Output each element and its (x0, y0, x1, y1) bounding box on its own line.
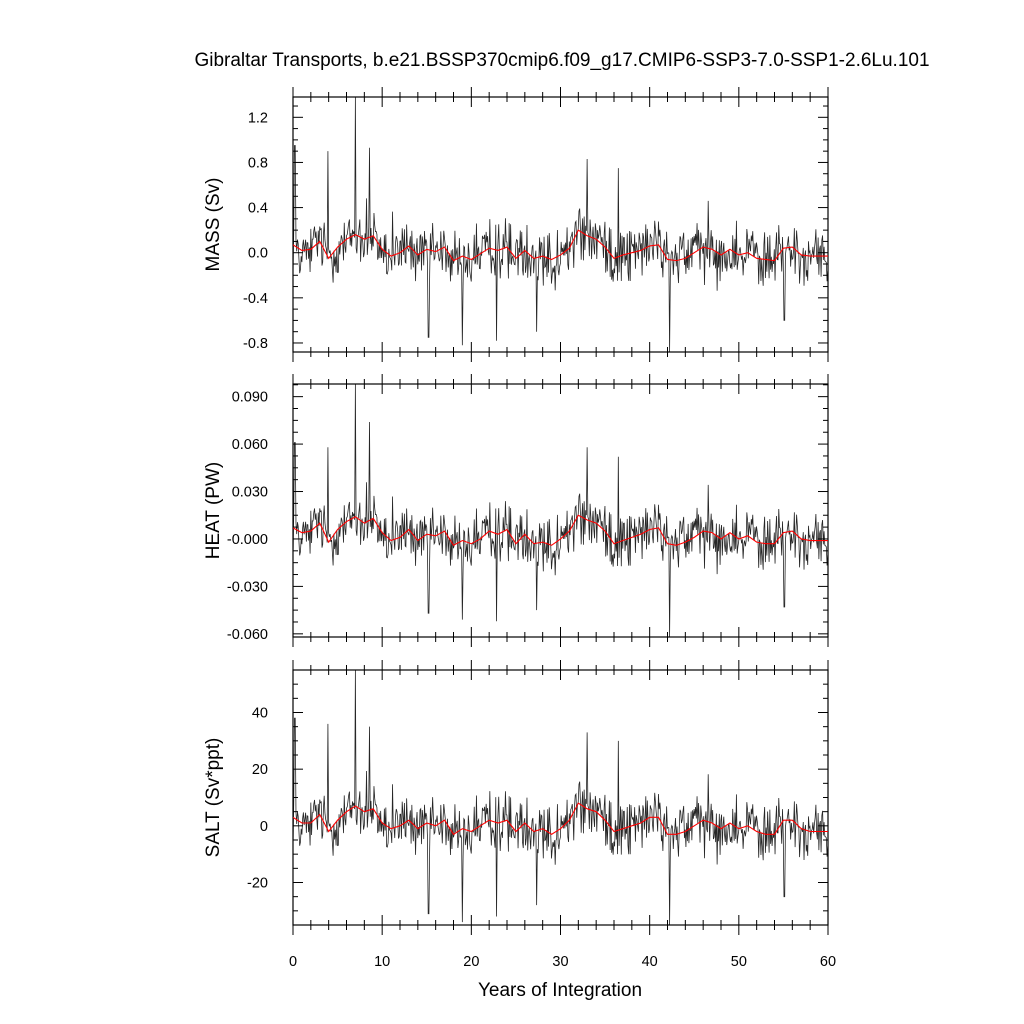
x-tick-label: 30 (552, 954, 568, 970)
x-tick-label: 50 (731, 954, 747, 970)
plot-frame-mass (292, 96, 829, 353)
y-tick-label-salt: 0 (260, 819, 268, 835)
y-tick-label-heat: 0.030 (232, 485, 268, 501)
x-tick-label: 40 (642, 954, 658, 970)
x-tick-label: 0 (289, 954, 297, 970)
x-axis-label: Years of Integration (478, 980, 642, 1001)
y-tick-label-heat: -0.030 (227, 579, 268, 595)
y-tick-label-heat: -0.000 (227, 532, 268, 548)
y-tick-label-mass: 1.2 (248, 110, 268, 126)
y-tick-label-salt: 20 (252, 762, 268, 778)
y-tick-label-mass: 0.0 (248, 246, 268, 262)
x-tick-label: 20 (463, 954, 479, 970)
y-tick-label-heat: 0.060 (232, 437, 268, 453)
y-tick-label-mass: -0.4 (243, 291, 268, 307)
x-axis-tick-labels: 0 10 20 30 40 50 60 (289, 954, 836, 970)
panel-mass: -0.8 -0.4 0.0 0.4 0.8 1.2 MASS (Sv) (203, 87, 829, 362)
series-line-raw-salt (293, 670, 828, 925)
y-tick-label-mass: 0.8 (248, 155, 268, 171)
y-axis-label-heat: HEAT (PW) (203, 462, 224, 559)
x-tick-label: 60 (820, 954, 836, 970)
x-tick-label: 10 (374, 954, 390, 970)
panel-heat: -0.060 -0.030 -0.000 0.030 0.060 0.090 HEAT (P… (203, 374, 829, 647)
series-line-smoothed-mass (293, 229, 828, 262)
chart-title: Gibraltar Transports, b.e21.BSSP370cmip6… (194, 50, 929, 71)
panel-salt: -20 0 20 40 SALT (Sv*ppt) (203, 660, 829, 935)
series-line-raw-heat (293, 384, 828, 637)
y-tick-label-salt: -20 (247, 876, 268, 892)
plot-frame-salt (292, 669, 829, 926)
y-axis-label-mass: MASS (Sv) (203, 178, 224, 272)
series-line-smoothed-salt (293, 802, 828, 836)
y-tick-label-mass: -0.8 (243, 336, 268, 352)
y-tick-label-heat: -0.060 (227, 627, 268, 643)
y-tick-label-salt: 40 (252, 706, 268, 722)
series-line-raw-mass (293, 97, 828, 352)
series-line-smoothed-heat (293, 514, 828, 547)
y-axis-label-salt: SALT (Sv*ppt) (203, 738, 224, 858)
y-tick-label-mass: 0.4 (248, 201, 268, 217)
y-tick-label-heat: 0.090 (232, 390, 268, 406)
